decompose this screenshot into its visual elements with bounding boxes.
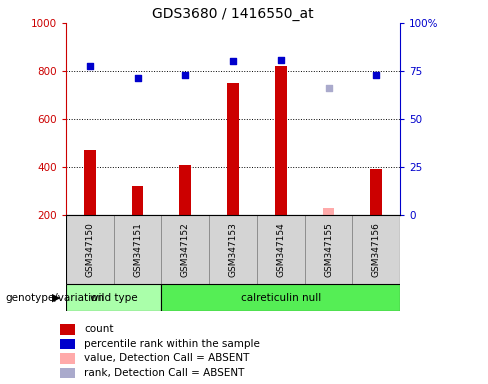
Bar	[66, 215, 114, 284]
Text: GSM347156: GSM347156	[372, 222, 381, 277]
Text: GSM347151: GSM347151	[133, 222, 142, 277]
Text: value, Detection Call = ABSENT: value, Detection Call = ABSENT	[84, 353, 249, 363]
Title: GDS3680 / 1416550_at: GDS3680 / 1416550_at	[152, 7, 314, 21]
Text: wild type: wild type	[90, 293, 138, 303]
Bar	[114, 215, 162, 284]
Text: ▶: ▶	[52, 293, 61, 303]
Bar	[275, 66, 287, 215]
Text: count: count	[84, 324, 114, 334]
Bar	[61, 368, 76, 378]
Point	[86, 63, 94, 70]
Point	[372, 71, 380, 78]
Point	[182, 71, 189, 78]
Text: GSM347155: GSM347155	[324, 222, 333, 277]
Bar	[162, 284, 400, 311]
Point	[134, 75, 142, 81]
Text: GSM347153: GSM347153	[228, 222, 238, 277]
Text: percentile rank within the sample: percentile rank within the sample	[84, 339, 260, 349]
Text: GSM347154: GSM347154	[276, 222, 285, 277]
Point	[229, 58, 237, 65]
Bar	[227, 83, 239, 215]
Point	[325, 85, 332, 91]
Text: rank, Detection Call = ABSENT: rank, Detection Call = ABSENT	[84, 368, 244, 378]
Bar	[61, 339, 76, 349]
Bar	[66, 284, 162, 311]
Text: calreticulin null: calreticulin null	[241, 293, 321, 303]
Bar	[162, 215, 209, 284]
Bar	[257, 215, 305, 284]
Bar	[352, 215, 400, 284]
Point	[277, 57, 285, 63]
Bar	[305, 215, 352, 284]
Bar	[323, 208, 334, 215]
Bar	[61, 353, 76, 364]
Text: genotype/variation: genotype/variation	[5, 293, 104, 303]
Text: GSM347152: GSM347152	[181, 222, 190, 277]
Bar	[370, 169, 382, 215]
Bar	[179, 165, 191, 215]
Bar	[209, 215, 257, 284]
Bar	[132, 186, 143, 215]
Text: GSM347150: GSM347150	[85, 222, 94, 277]
Bar	[61, 324, 76, 334]
Bar	[84, 150, 96, 215]
